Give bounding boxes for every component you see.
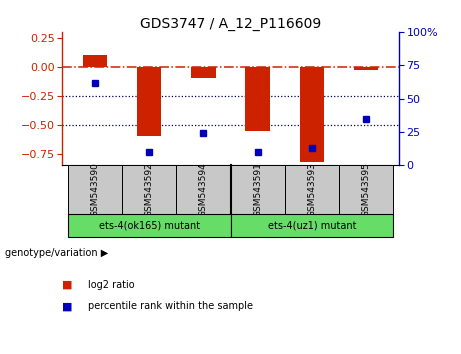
Bar [285,165,339,214]
Bar [68,165,122,214]
Bar [68,214,230,237]
Bar [122,165,176,214]
Bar [83,55,107,67]
Bar [230,165,285,214]
Text: percentile rank within the sample: percentile rank within the sample [88,301,253,311]
Text: GSM543594: GSM543594 [199,162,208,217]
Text: genotype/variation ▶: genotype/variation ▶ [5,248,108,258]
Text: ■: ■ [62,301,73,311]
Bar [245,67,270,131]
Title: GDS3747 / A_12_P116609: GDS3747 / A_12_P116609 [140,17,321,31]
Text: GSM543595: GSM543595 [362,162,371,217]
Text: ets-4(ok165) mutant: ets-4(ok165) mutant [99,221,200,230]
Text: GSM543591: GSM543591 [253,162,262,217]
Bar [300,67,324,162]
Bar [354,67,378,70]
Text: GSM543592: GSM543592 [145,162,154,217]
Bar [230,214,393,237]
Bar [137,67,161,136]
Text: log2 ratio: log2 ratio [88,280,134,290]
Text: GSM543590: GSM543590 [90,162,99,217]
Text: ets-4(uz1) mutant: ets-4(uz1) mutant [268,221,356,230]
Text: ■: ■ [62,280,73,290]
Bar [339,165,393,214]
Bar [191,67,216,78]
Bar [176,165,230,214]
Text: GSM543593: GSM543593 [307,162,316,217]
